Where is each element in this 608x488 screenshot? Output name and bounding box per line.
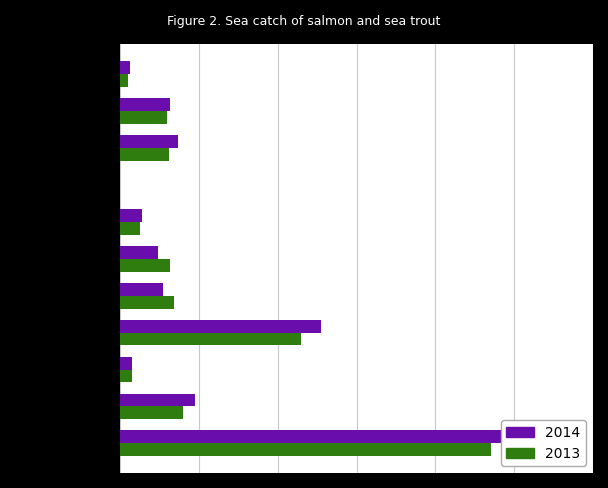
Bar — [120, 320, 321, 332]
Bar — [120, 393, 195, 407]
Bar — [120, 369, 132, 383]
Bar — [120, 357, 132, 369]
Bar — [120, 135, 178, 148]
Bar — [120, 283, 164, 296]
Bar — [120, 259, 170, 272]
Bar — [120, 111, 167, 124]
Bar — [120, 407, 183, 419]
Text: Figure 2. Sea catch of salmon and sea trout: Figure 2. Sea catch of salmon and sea tr… — [167, 15, 441, 28]
Bar — [120, 430, 538, 444]
Bar — [120, 245, 158, 259]
Bar — [120, 222, 140, 235]
Legend: 2014, 2013: 2014, 2013 — [501, 420, 586, 466]
Bar — [120, 332, 302, 346]
Bar — [120, 98, 170, 111]
Bar — [120, 209, 142, 222]
Bar — [120, 444, 491, 456]
Bar — [120, 74, 128, 87]
Bar — [120, 296, 174, 308]
Bar — [120, 148, 169, 161]
Bar — [120, 61, 130, 74]
